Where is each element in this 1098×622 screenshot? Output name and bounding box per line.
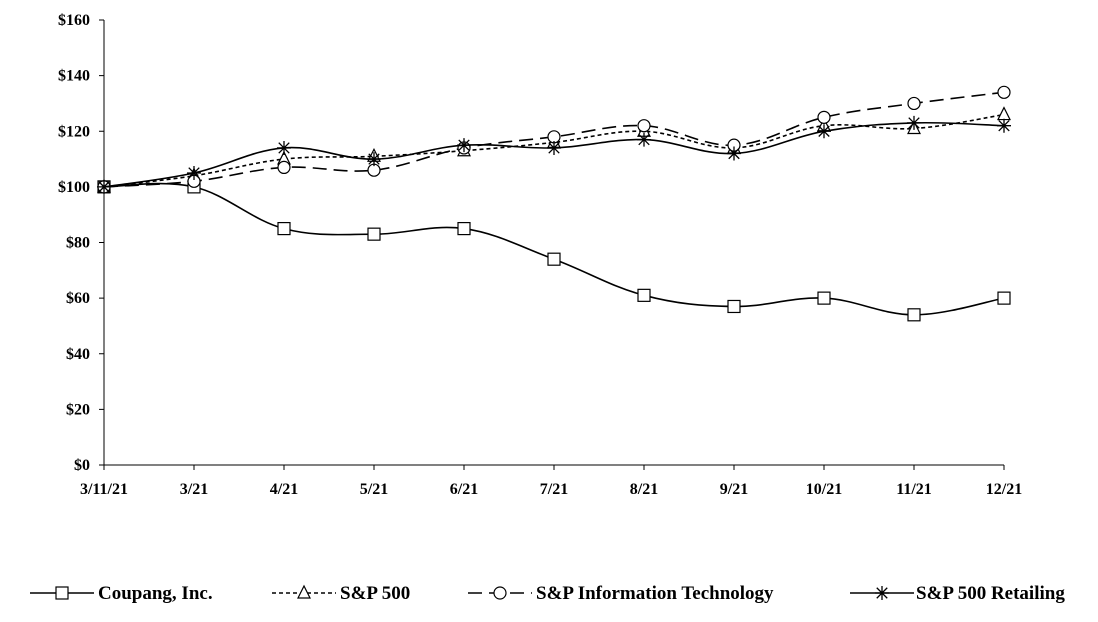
y-tick-label: $60: [66, 290, 90, 307]
y-tick-label: $160: [58, 12, 90, 29]
data-point-circle: [277, 160, 291, 175]
y-tick-label: $100: [58, 179, 90, 196]
data-point-star: [637, 132, 651, 147]
y-tick-label: $40: [66, 346, 90, 363]
data-point-star: [547, 140, 561, 155]
data-point-star: [367, 152, 381, 167]
data-point-circle: [997, 85, 1011, 99]
data-point-square: [637, 288, 651, 302]
legend-label: S&P Information Technology: [536, 583, 774, 604]
data-point-square: [277, 221, 291, 236]
data-point-triangle: [997, 106, 1011, 121]
x-tick-label: 4/21: [270, 481, 298, 498]
legend-marker-triangle: [297, 584, 311, 599]
data-point-star: [997, 118, 1011, 133]
series-4: [97, 115, 1011, 194]
y-tick-label: $120: [58, 123, 90, 140]
data-point-star: [457, 138, 471, 153]
data-point-square: [907, 308, 921, 322]
y-tick-label: $0: [74, 457, 90, 474]
series-line: [103, 182, 1005, 316]
legend-item: S&P 500 Retailing: [850, 583, 1065, 604]
data-point-star: [817, 124, 831, 139]
legend-item: S&P Information Technology: [468, 583, 774, 604]
series-3: [97, 85, 1011, 194]
x-tick-label: 11/21: [896, 481, 932, 498]
legend-label: S&P 500: [340, 583, 410, 604]
x-tick-label: 8/21: [630, 481, 658, 498]
data-point-star: [277, 140, 291, 155]
data-point-square: [367, 227, 381, 241]
data-point-star: [727, 146, 741, 161]
y-tick-label: $20: [66, 401, 90, 418]
series-1: [97, 180, 1011, 322]
data-point-circle: [637, 119, 651, 133]
data-point-square: [457, 221, 471, 236]
data-point-square: [817, 291, 831, 305]
legend: Coupang, Inc. S&P 500 S&P Information Tech…: [30, 583, 1065, 604]
x-tick-label: 3/21: [180, 481, 208, 498]
data-point-square: [997, 291, 1011, 305]
data-point-circle: [907, 96, 921, 111]
data-point-square: [547, 252, 561, 266]
axes: $0 $20 $40 $60 $80 $100 $120 $140 $160 3/11/21 3/2…: [58, 12, 1022, 498]
x-tick-label: 3/11/21: [80, 481, 128, 498]
data-point-square: [727, 299, 741, 314]
y-tick-label: $140: [58, 68, 90, 85]
x-tick-label: 9/21: [720, 481, 748, 498]
y-tick-label: $80: [66, 235, 90, 252]
legend-item: S&P 500: [272, 583, 410, 604]
x-tick-label: 7/21: [540, 481, 568, 498]
legend-marker-circle: [493, 586, 507, 600]
series-line: [103, 113, 1005, 188]
x-tick-label: 10/21: [806, 481, 842, 498]
legend-marker-square: [55, 586, 69, 600]
legend-marker-star: [875, 586, 889, 600]
data-point-star: [907, 115, 921, 130]
x-tick-label: 6/21: [450, 481, 478, 498]
legend-label: Coupang, Inc.: [98, 583, 213, 604]
legend-item: Coupang, Inc.: [30, 583, 213, 604]
data-point-star: [187, 165, 201, 180]
legend-label: S&P 500 Retailing: [916, 583, 1065, 604]
x-tick-label: 5/21: [360, 481, 388, 498]
series-layer: [97, 85, 1011, 322]
x-tick-label: 12/21: [986, 481, 1022, 498]
data-point-star: [97, 179, 111, 194]
data-point-circle: [817, 110, 831, 124]
